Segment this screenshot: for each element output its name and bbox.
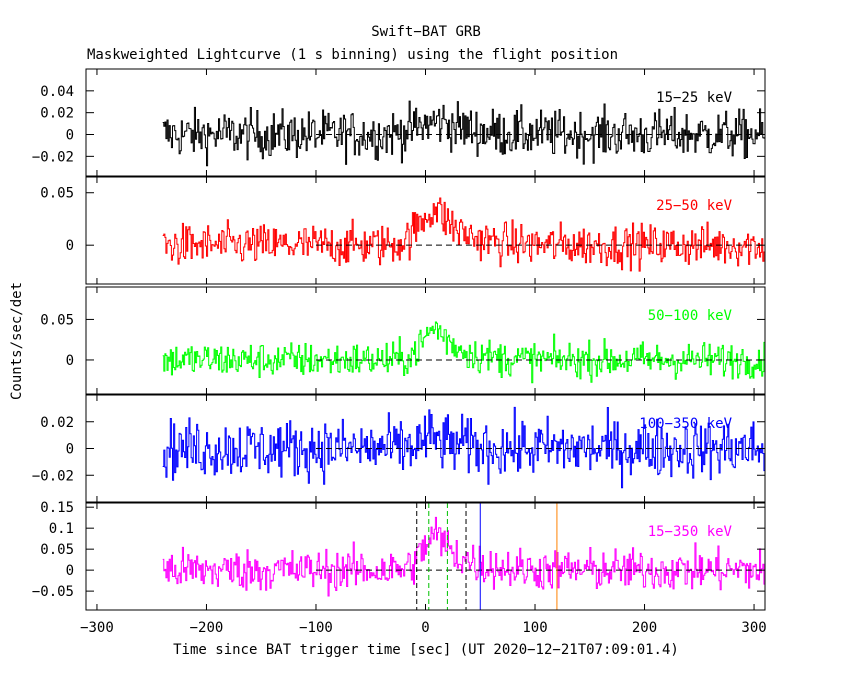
band-label-5: 15−350 keV — [648, 524, 733, 540]
chart-title: Swift−BAT GRB — [371, 24, 481, 40]
lightcurve-4 — [162, 406, 765, 489]
chart-subtitle: Maskweighted Lightcurve (1 s binning) us… — [87, 47, 618, 63]
x-tick-label-3: −100 — [299, 620, 333, 636]
lightcurve-3 — [162, 321, 765, 384]
panel-5: −0.05 0 0.05 0.1 0.15 15−350 keV — [32, 500, 766, 611]
panel-frame-3 — [85, 286, 766, 395]
x-tick-label-7: 300 — [741, 620, 766, 636]
x-axis: −300 −200 −100 0 100 200 300 — [80, 620, 767, 636]
panel-1: −0.02 0 0.02 0.04 15−25 keV — [32, 68, 766, 177]
x-tick-label-6: 200 — [632, 620, 657, 636]
y-tick-label-2-1: 0 — [66, 238, 74, 254]
y-tick-label-1-4: 0.04 — [40, 84, 74, 100]
y-tick-label-3-1: 0 — [66, 353, 74, 369]
lightcurve-5 — [162, 516, 765, 597]
x-tick-label-1: −300 — [80, 620, 114, 636]
y-tick-label-3-2: 0.05 — [40, 312, 74, 328]
lightcurve-1 — [162, 100, 765, 167]
y-tick-label-5-2: 0 — [66, 563, 74, 579]
panels-group: −0.02 0 0.02 0.04 15−25 keV 0 0.05 25−50 keV 0 0.… — [32, 68, 766, 611]
lightcurve-2 — [162, 197, 765, 272]
y-tick-label-2-2: 0.05 — [40, 186, 74, 202]
y-tick-label-4-3: 0.02 — [40, 415, 74, 431]
y-tick-label-1-2: 0 — [66, 128, 74, 144]
x-tick-label-5: 100 — [522, 620, 547, 636]
band-label-3: 50−100 keV — [648, 308, 733, 324]
panel-4: −0.02 0 0.02 100−350 keV — [32, 394, 766, 503]
x-tick-label-2: −200 — [190, 620, 224, 636]
y-tick-label-5-5: 0.15 — [40, 500, 74, 516]
y-tick-label-4-1: −0.02 — [32, 468, 74, 484]
y-tick-label-5-3: 0.05 — [40, 542, 74, 558]
band-label-4: 100−350 keV — [639, 416, 732, 432]
panel-3: 0 0.05 50−100 keV — [40, 286, 766, 395]
y-tick-label-4-2: 0 — [66, 442, 74, 458]
y-axis-label: Counts/sec/det — [9, 282, 25, 400]
y-tick-label-1-1: −0.02 — [32, 149, 74, 165]
band-label-1: 15−25 keV — [656, 90, 732, 106]
y-tick-label-1-3: 0.02 — [40, 106, 74, 122]
y-tick-label-5-1: −0.05 — [32, 584, 74, 600]
x-axis-label: Time since BAT trigger time [sec] (UT 20… — [173, 642, 679, 658]
x-tick-label-4: 0 — [421, 620, 429, 636]
band-label-2: 25−50 keV — [656, 198, 732, 214]
y-tick-label-5-4: 0.1 — [49, 521, 74, 537]
panel-2: 0 0.05 25−50 keV — [40, 176, 766, 285]
